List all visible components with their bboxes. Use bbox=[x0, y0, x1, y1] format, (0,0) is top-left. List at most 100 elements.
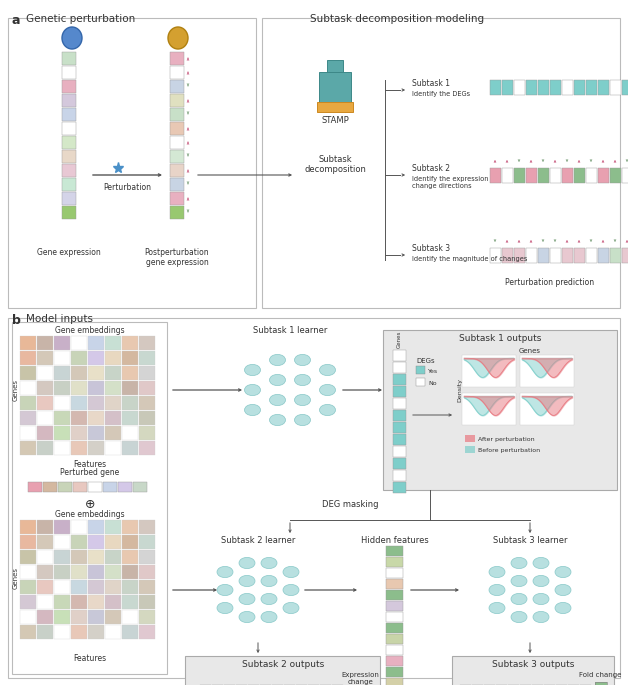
Bar bbox=[122, 550, 138, 564]
Bar bbox=[170, 122, 184, 135]
Bar bbox=[574, 80, 585, 95]
Bar bbox=[622, 80, 628, 95]
Bar bbox=[393, 446, 406, 457]
Ellipse shape bbox=[244, 384, 261, 396]
Bar bbox=[393, 350, 406, 361]
Bar bbox=[88, 411, 104, 425]
Text: a: a bbox=[12, 14, 21, 27]
Bar bbox=[20, 580, 36, 594]
Bar bbox=[88, 351, 104, 365]
Bar bbox=[103, 482, 117, 492]
Bar bbox=[185, 656, 380, 685]
Bar bbox=[416, 366, 425, 374]
Bar bbox=[88, 366, 104, 380]
Text: Subtask 1 learner: Subtask 1 learner bbox=[253, 326, 327, 335]
Text: STAMP: STAMP bbox=[321, 116, 349, 125]
Bar bbox=[122, 336, 138, 350]
Bar bbox=[139, 610, 155, 624]
Text: Genetic perturbation: Genetic perturbation bbox=[26, 14, 135, 24]
Bar bbox=[598, 248, 609, 263]
Bar bbox=[122, 625, 138, 639]
Text: Features: Features bbox=[73, 460, 107, 469]
Bar bbox=[88, 336, 104, 350]
Bar bbox=[88, 482, 102, 492]
Bar bbox=[37, 550, 53, 564]
Bar bbox=[386, 546, 403, 556]
Bar bbox=[122, 381, 138, 395]
Ellipse shape bbox=[489, 602, 505, 614]
Bar bbox=[386, 612, 403, 622]
Bar bbox=[105, 441, 121, 455]
Bar bbox=[54, 336, 70, 350]
Bar bbox=[20, 610, 36, 624]
Bar bbox=[37, 565, 53, 579]
Bar bbox=[37, 610, 53, 624]
Text: Subtask 2 learner: Subtask 2 learner bbox=[221, 536, 295, 545]
Bar bbox=[386, 678, 403, 685]
Bar bbox=[386, 634, 403, 644]
Bar bbox=[20, 351, 36, 365]
Bar bbox=[520, 355, 574, 387]
Ellipse shape bbox=[239, 612, 255, 623]
Bar bbox=[88, 535, 104, 549]
Ellipse shape bbox=[261, 558, 277, 569]
Bar bbox=[62, 122, 76, 135]
Text: Model inputs: Model inputs bbox=[26, 314, 93, 324]
Bar bbox=[574, 248, 585, 263]
Bar bbox=[393, 410, 406, 421]
Text: DEGs: DEGs bbox=[416, 358, 435, 364]
Bar bbox=[62, 136, 76, 149]
Bar bbox=[538, 168, 549, 183]
Bar bbox=[71, 520, 87, 534]
Bar bbox=[586, 248, 597, 263]
Bar bbox=[386, 667, 403, 677]
Text: Gene embeddings: Gene embeddings bbox=[55, 510, 125, 519]
Bar bbox=[386, 645, 403, 655]
Bar bbox=[598, 168, 609, 183]
Ellipse shape bbox=[261, 575, 277, 586]
Text: No: No bbox=[428, 380, 436, 386]
Ellipse shape bbox=[269, 395, 286, 406]
Ellipse shape bbox=[320, 384, 335, 396]
Bar bbox=[62, 80, 76, 93]
Text: Subtask 3 learner: Subtask 3 learner bbox=[493, 536, 567, 545]
Bar bbox=[105, 396, 121, 410]
Bar bbox=[88, 580, 104, 594]
Text: Postperturbation
gene expression: Postperturbation gene expression bbox=[144, 248, 209, 267]
Bar bbox=[393, 434, 406, 445]
Text: Subtask decomposition modeling: Subtask decomposition modeling bbox=[310, 14, 484, 24]
Bar bbox=[574, 168, 585, 183]
Bar bbox=[54, 625, 70, 639]
Bar bbox=[622, 248, 628, 263]
Bar bbox=[105, 520, 121, 534]
Bar bbox=[139, 565, 155, 579]
Bar bbox=[502, 168, 513, 183]
Bar bbox=[520, 393, 574, 425]
Ellipse shape bbox=[283, 584, 299, 595]
Bar bbox=[71, 426, 87, 440]
Bar bbox=[88, 441, 104, 455]
Bar bbox=[88, 625, 104, 639]
Bar bbox=[37, 441, 53, 455]
Text: Expression
change: Expression change bbox=[341, 672, 379, 685]
Bar bbox=[538, 80, 549, 95]
Text: $\oplus$: $\oplus$ bbox=[84, 498, 95, 511]
Bar bbox=[54, 351, 70, 365]
Bar bbox=[88, 381, 104, 395]
Bar bbox=[462, 355, 516, 387]
Bar bbox=[122, 535, 138, 549]
Bar bbox=[170, 164, 184, 177]
Bar bbox=[452, 656, 614, 685]
Ellipse shape bbox=[511, 575, 527, 586]
Text: Gene embeddings: Gene embeddings bbox=[55, 326, 125, 335]
Ellipse shape bbox=[269, 354, 286, 366]
Ellipse shape bbox=[489, 566, 505, 577]
Bar bbox=[550, 168, 561, 183]
Ellipse shape bbox=[244, 404, 261, 416]
Bar bbox=[139, 381, 155, 395]
Bar bbox=[71, 580, 87, 594]
Bar bbox=[170, 150, 184, 163]
Text: After perturbation: After perturbation bbox=[478, 436, 534, 442]
Ellipse shape bbox=[511, 558, 527, 569]
Bar bbox=[54, 381, 70, 395]
